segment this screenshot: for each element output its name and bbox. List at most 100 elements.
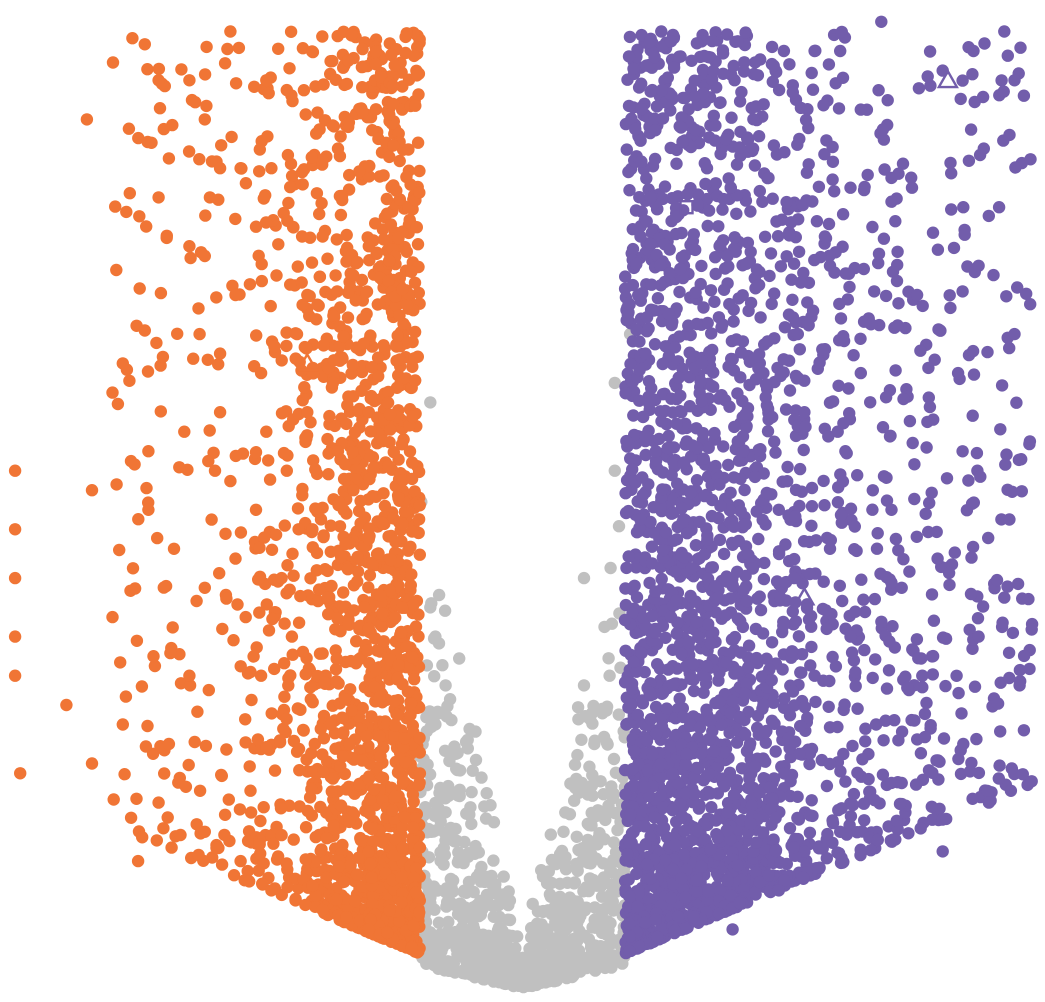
data-point-down — [118, 768, 131, 781]
data-point-down — [356, 105, 369, 119]
data-point-down — [243, 278, 257, 291]
data-point-up — [826, 173, 839, 186]
data-point-down — [316, 748, 329, 761]
data-point-up — [717, 192, 730, 206]
data-point-ns — [423, 768, 437, 781]
data-point-down — [198, 113, 211, 126]
data-point-down — [256, 877, 269, 890]
data-point-up — [655, 25, 668, 38]
data-point-down — [310, 187, 324, 200]
data-point-down — [281, 148, 295, 162]
data-point-down — [351, 575, 364, 588]
data-point-up — [769, 844, 783, 858]
data-point-down — [280, 857, 293, 870]
data-point-ns — [549, 910, 562, 923]
data-point-down — [332, 860, 346, 873]
data-point-ns — [432, 588, 446, 602]
data-point-down — [268, 340, 281, 353]
data-point-up — [835, 851, 848, 865]
data-point-down — [141, 719, 154, 733]
data-point-up — [736, 289, 749, 302]
data-point-up — [912, 82, 926, 95]
data-point-up — [734, 646, 747, 659]
data-point-down — [210, 841, 223, 855]
data-point-up — [845, 646, 859, 659]
data-point-ns — [594, 940, 607, 953]
data-point-down — [60, 698, 73, 712]
data-point-down — [290, 327, 304, 341]
data-point-down — [285, 630, 299, 643]
data-point-up — [730, 333, 743, 346]
data-point-up — [822, 700, 835, 713]
data-point-down — [360, 730, 373, 743]
data-point-down — [244, 784, 257, 797]
data-point-down — [213, 347, 227, 360]
data-point-down — [145, 136, 158, 149]
data-point-down — [408, 276, 422, 289]
data-point-down — [367, 461, 380, 475]
data-point-up — [1003, 671, 1016, 685]
data-point-up — [661, 441, 674, 455]
data-point-down — [133, 282, 146, 295]
data-point-ns — [570, 830, 583, 843]
data-point-down — [147, 650, 160, 663]
data-point-up — [686, 439, 699, 452]
data-point-up — [662, 663, 675, 676]
data-point-up — [702, 617, 715, 631]
data-point-down — [398, 811, 412, 824]
data-point-down — [291, 702, 304, 715]
data-point-down — [215, 768, 228, 782]
data-point-down — [347, 484, 360, 497]
data-point-down — [277, 446, 291, 460]
data-point-ns — [592, 830, 606, 844]
data-point-up — [783, 229, 796, 242]
data-point-down — [185, 93, 199, 107]
data-point-up — [768, 287, 781, 300]
data-point-down — [251, 733, 265, 746]
data-point-ns — [560, 942, 574, 955]
data-point-down — [413, 841, 427, 854]
data-point-down — [260, 425, 273, 438]
data-point-up — [697, 452, 710, 465]
data-point-up — [720, 28, 734, 41]
data-point-down — [333, 520, 347, 533]
data-point-down — [384, 423, 397, 436]
data-point-up — [673, 330, 686, 343]
data-point-up — [752, 443, 765, 457]
data-point-down — [253, 838, 266, 851]
data-point-up — [970, 446, 984, 460]
data-point-down — [413, 186, 426, 199]
data-point-ns — [592, 809, 605, 822]
data-point-down — [382, 385, 395, 399]
data-point-up — [906, 436, 919, 450]
data-point-up — [965, 756, 978, 770]
data-point-down — [275, 571, 288, 585]
data-point-down — [131, 854, 145, 868]
data-point-down — [141, 365, 155, 378]
data-point-up — [803, 826, 817, 839]
data-point-up — [1010, 396, 1023, 409]
data-point-down — [398, 732, 411, 745]
data-point-up — [648, 338, 662, 351]
data-point-down — [336, 193, 349, 207]
data-point-down — [284, 669, 297, 682]
data-point-down — [205, 513, 218, 526]
data-point-down — [166, 621, 179, 634]
data-point-up — [765, 488, 778, 501]
data-point-up — [702, 50, 715, 64]
data-point-up — [761, 335, 774, 348]
data-point-ns — [580, 901, 593, 914]
data-point-up — [629, 204, 643, 217]
data-point-up — [936, 631, 950, 644]
data-point-down — [215, 139, 228, 152]
data-point-down — [334, 130, 347, 143]
data-point-up — [642, 322, 655, 335]
data-point-down — [334, 208, 348, 222]
data-point-up — [638, 820, 652, 833]
data-point-down — [347, 604, 361, 617]
data-point-down — [161, 811, 174, 824]
data-point-down — [257, 801, 270, 814]
data-point-down — [383, 436, 396, 449]
data-point-down — [187, 352, 200, 365]
data-point-down — [399, 30, 412, 44]
